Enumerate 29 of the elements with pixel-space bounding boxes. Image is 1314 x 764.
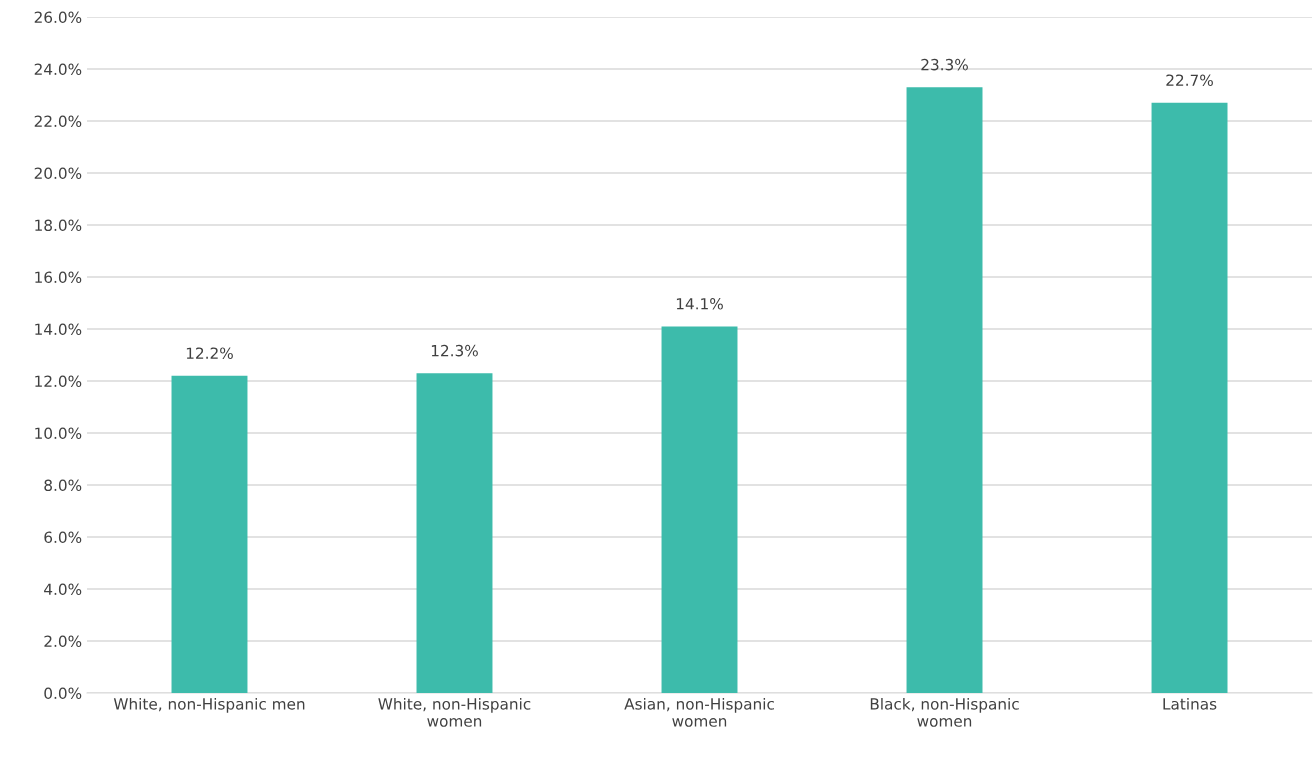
bar bbox=[1151, 102, 1228, 694]
y-tick-label: 22.0% bbox=[34, 115, 82, 128]
x-tick-label: Latinas bbox=[1163, 697, 1217, 710]
y-tick-label: 14.0% bbox=[35, 323, 82, 336]
x-tick-label: Black, non-Hispanic women bbox=[870, 697, 1019, 727]
y-tick-label: 2.0% bbox=[44, 635, 82, 648]
x-tick-label: White, non-Hispanic women bbox=[378, 697, 531, 727]
bar bbox=[906, 87, 983, 694]
y-tick-label: 20.0% bbox=[34, 167, 82, 180]
y-tick-label: 10.0% bbox=[35, 427, 82, 440]
y-tick-label: 16.0% bbox=[35, 271, 82, 284]
data-label: 12.2% bbox=[186, 347, 233, 359]
y-tick-label: 24.0% bbox=[34, 63, 82, 76]
y-tick-label: 26.0% bbox=[34, 11, 82, 24]
bar bbox=[661, 326, 738, 694]
data-label: 12.3% bbox=[431, 344, 478, 357]
y-tick-label: 12.0% bbox=[35, 375, 82, 388]
y-tick-label: 6.0% bbox=[44, 531, 82, 544]
bar bbox=[171, 375, 248, 694]
y-tick-label: 4.0% bbox=[44, 583, 82, 596]
y-tick-label: 0.0% bbox=[44, 687, 82, 700]
y-tick-label: 8.0% bbox=[44, 479, 82, 492]
y-tick-label: 18.0% bbox=[35, 219, 82, 232]
x-tick-label: White, non-Hispanic men bbox=[113, 697, 305, 713]
bar bbox=[416, 373, 493, 694]
data-label: 22.7% bbox=[1166, 74, 1213, 86]
data-label: 23.3% bbox=[921, 58, 968, 71]
data-label: 14.1% bbox=[676, 298, 723, 310]
x-tick-label: Asian, non-Hispanic women bbox=[624, 697, 774, 727]
